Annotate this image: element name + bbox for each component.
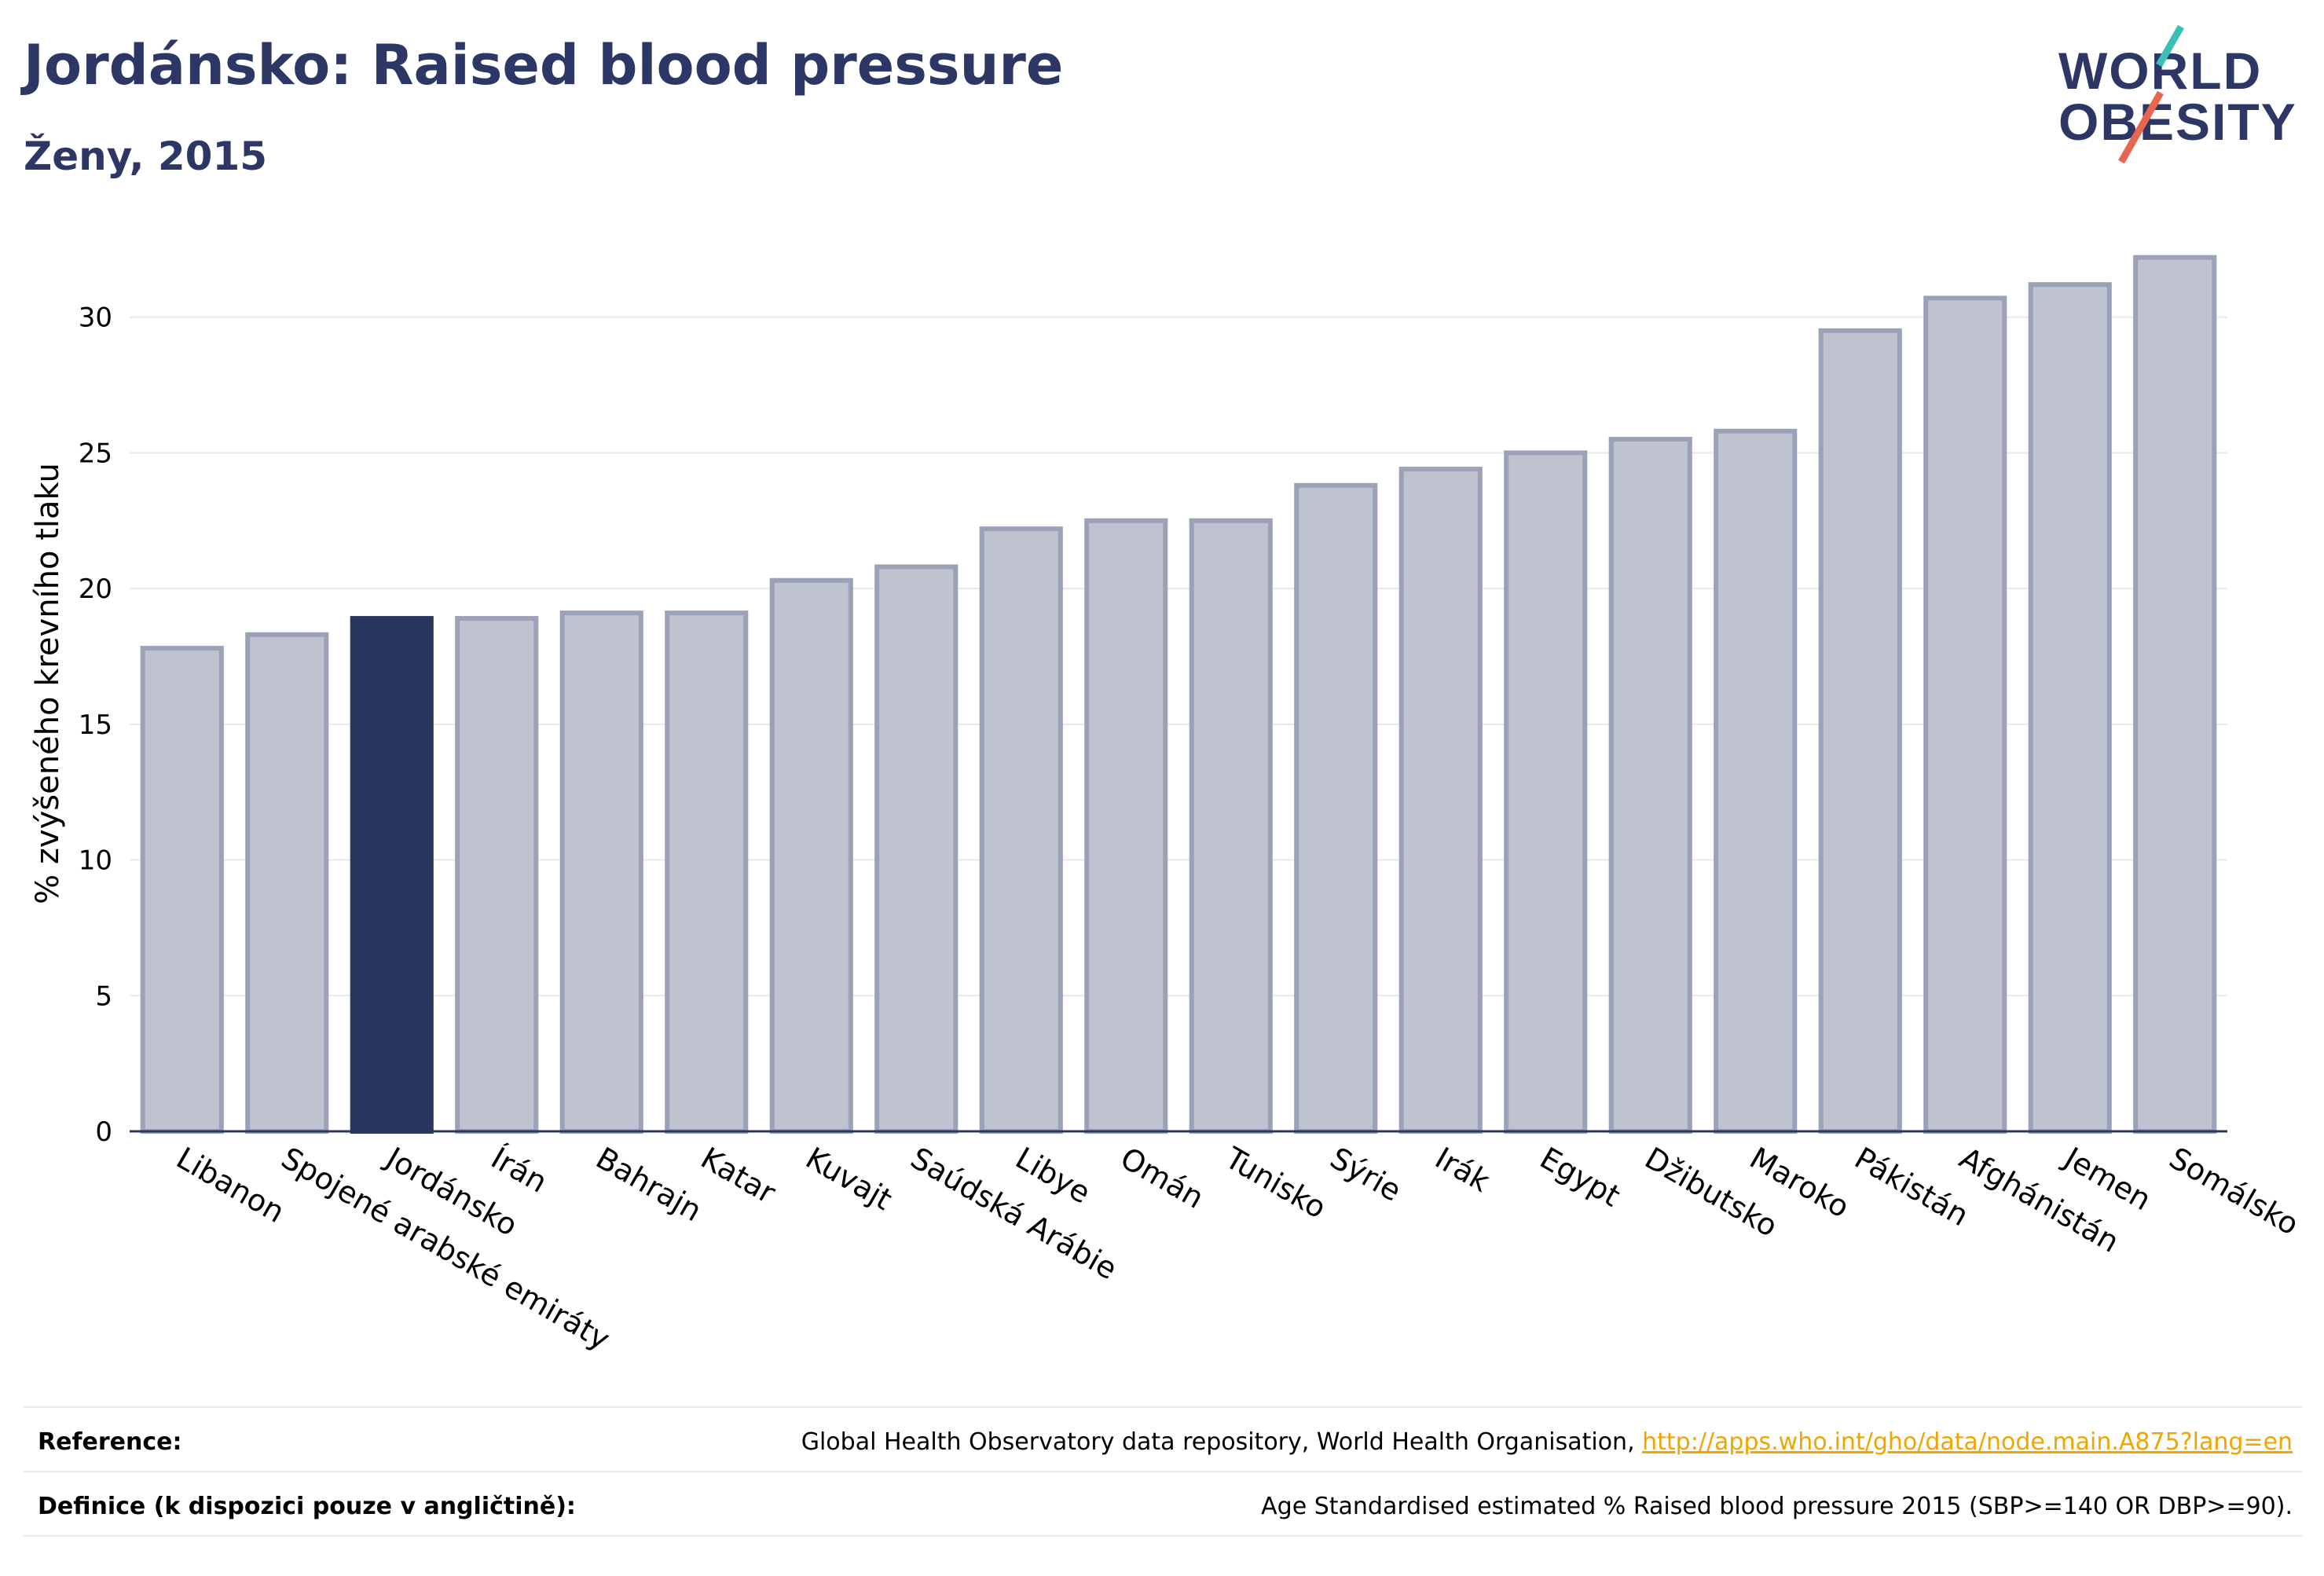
footer-divider-top (24, 1406, 2302, 1408)
bar-15[interactable] (1714, 428, 1798, 1134)
logo-slash-coral (2118, 90, 2164, 164)
bar-12[interactable] (1398, 467, 1483, 1134)
y-tick-label: 20 (79, 574, 112, 605)
x-tick-label: Tunisko (1219, 1140, 1332, 1226)
x-tick-label: Egypt (1534, 1141, 1626, 1214)
bar-1[interactable] (245, 632, 329, 1134)
bar-chart: 0 5 10 15 20 25 30 % zvýšeného krevního tlaku Li… (30, 255, 2305, 1357)
chart-title: Jordánsko: Raised blood pressure (24, 33, 1064, 97)
y-axis-title: % zvýšeného krevního tlaku (30, 463, 66, 904)
x-tick-label: Libanon (170, 1141, 290, 1230)
logo-line-2: OBESITY (2058, 93, 2297, 151)
bar-7[interactable] (874, 564, 959, 1134)
logo-line-1: WORLD (2058, 42, 2262, 100)
bar-10[interactable] (1189, 518, 1273, 1134)
y-tick-label: 25 (79, 438, 112, 469)
y-tick-label: 15 (79, 709, 112, 741)
x-tick-label: Bahrajn (590, 1141, 707, 1229)
reference-text: Global Health Observatory data repositor… (801, 1428, 1643, 1456)
x-tick-label: Írán (486, 1141, 553, 1200)
definition-label: Definice (k dispozici pouze v angličtině… (38, 1493, 576, 1520)
bar-14[interactable] (1608, 437, 1692, 1134)
y-tick-label: 10 (79, 845, 112, 877)
x-tick-label: Omán (1115, 1141, 1210, 1215)
y-tick-label: 0 (95, 1116, 112, 1148)
footer-divider-bottom (24, 1535, 2302, 1537)
bar-19[interactable] (2133, 255, 2217, 1134)
x-tick-label: Somálsko (2164, 1141, 2305, 1242)
bar-11[interactable] (1294, 482, 1378, 1134)
bar-17[interactable] (1923, 295, 2007, 1134)
definition-value: Age Standardised estimated % Raised bloo… (1261, 1493, 2293, 1520)
x-tick-label: Katar (695, 1141, 782, 1211)
bar-3[interactable] (455, 616, 539, 1134)
x-tick-label: Kuvajt (800, 1141, 897, 1217)
bar-8[interactable] (979, 526, 1063, 1134)
bar-6[interactable] (769, 577, 853, 1134)
logo-slash-teal (2156, 24, 2184, 68)
bar-13[interactable] (1504, 450, 1588, 1134)
chart-subtitle: Ženy, 2015 (24, 134, 268, 179)
y-tick-label: 30 (79, 302, 112, 334)
bar-4[interactable] (559, 610, 643, 1134)
bar-9[interactable] (1084, 518, 1168, 1134)
reference-label: Reference: (38, 1428, 182, 1456)
x-tick-label: Pákistán (1849, 1141, 1974, 1233)
bar-0[interactable] (140, 646, 224, 1134)
bar-16[interactable] (1818, 328, 1902, 1134)
reference-value: Global Health Observatory data repositor… (801, 1428, 2293, 1456)
bar-5[interactable] (665, 610, 749, 1134)
bar-2[interactable] (350, 616, 434, 1134)
x-tick-label: Sýrie (1325, 1141, 1407, 1208)
world-obesity-logo: WORLD OBESITY (2058, 24, 2297, 164)
footer-divider-middle (24, 1471, 2302, 1472)
reference-link[interactable]: http://apps.who.int/gho/data/node.main.A… (1642, 1428, 2293, 1456)
y-tick-label: 5 (95, 980, 112, 1012)
x-tick-label: Irák (1429, 1141, 1495, 1199)
bar-18[interactable] (2028, 282, 2112, 1134)
